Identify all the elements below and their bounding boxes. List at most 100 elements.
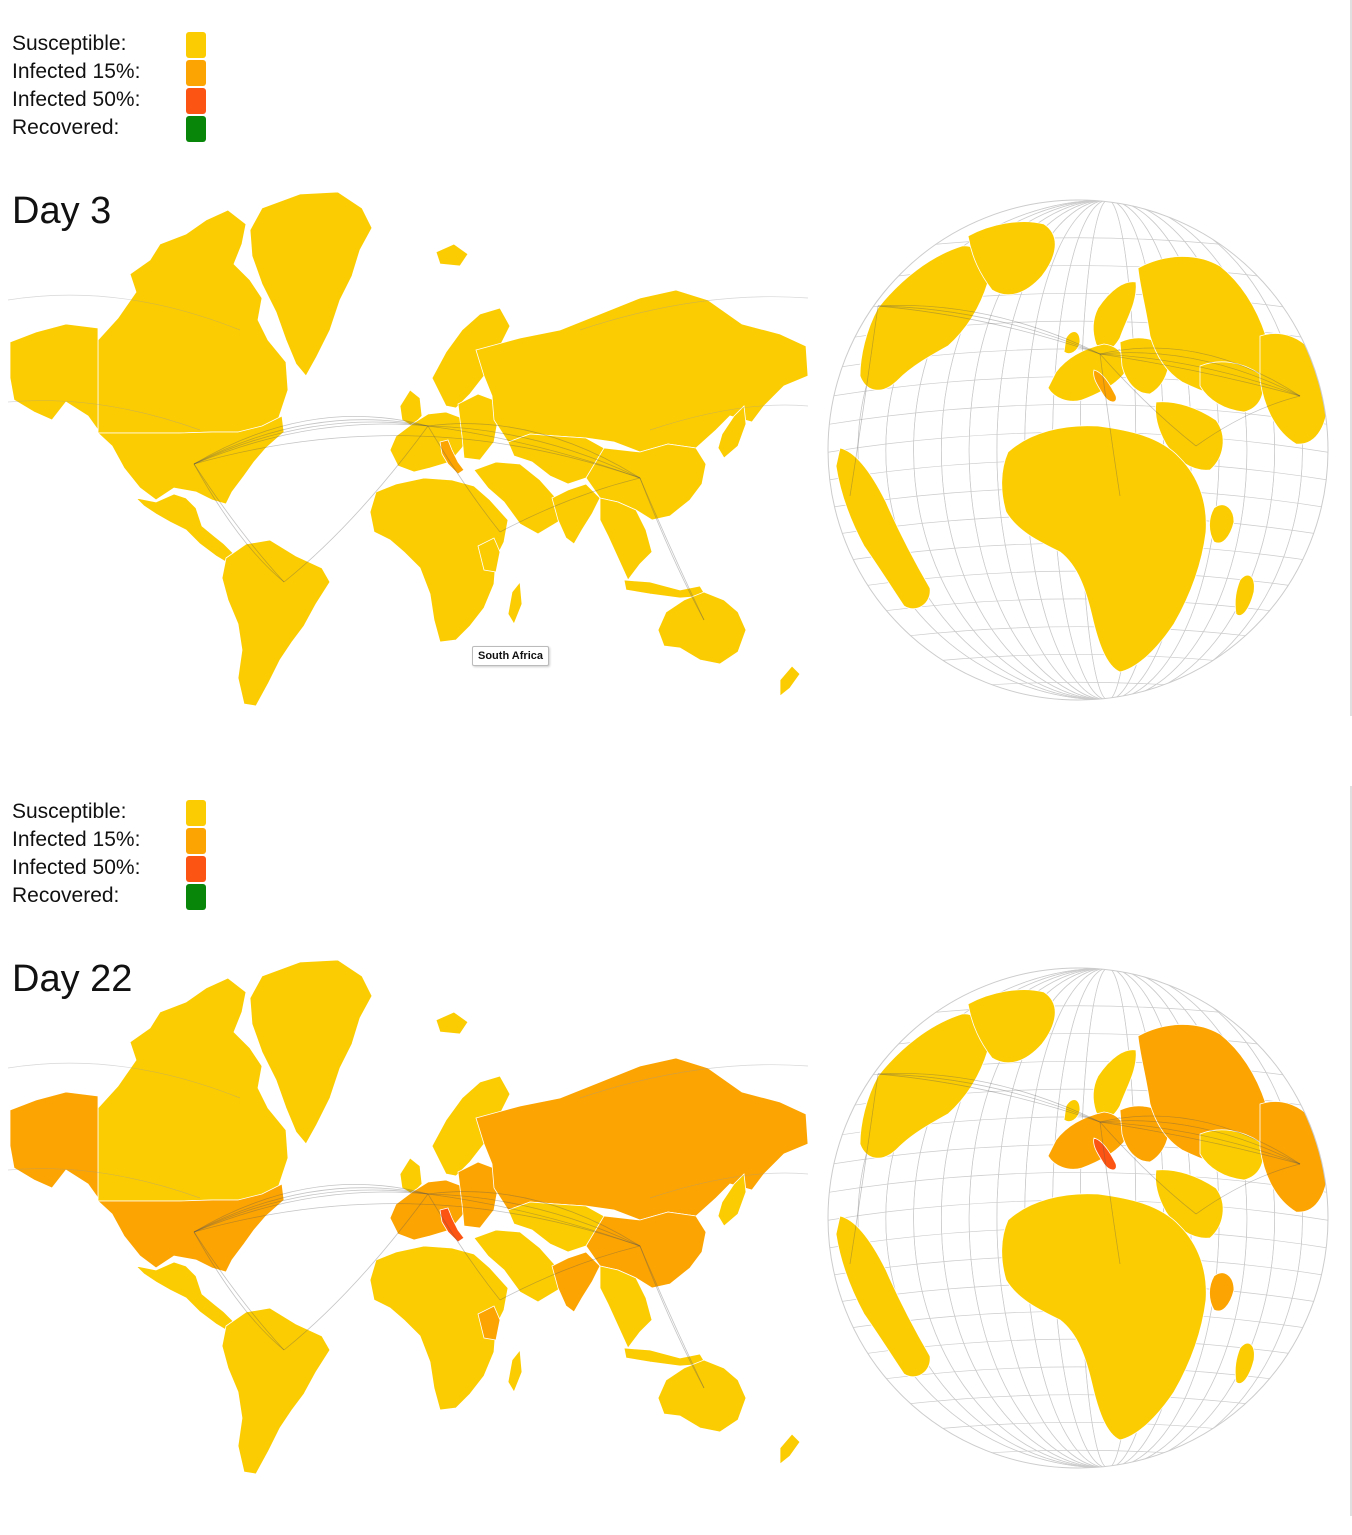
country-north-america[interactable]	[859, 1013, 989, 1159]
country-india[interactable]	[551, 1251, 601, 1313]
country-russia[interactable]	[475, 1057, 809, 1221]
country-north-america[interactable]	[859, 245, 989, 391]
flight-route	[1099, 1121, 1301, 1165]
flight-route	[193, 1189, 429, 1233]
country-scandinavia[interactable]	[431, 307, 511, 409]
flight-route	[193, 1231, 285, 1351]
graticule-line	[828, 1449, 1328, 1468]
flight-route	[193, 415, 429, 465]
country-madagascar[interactable]	[1234, 574, 1255, 616]
flight-route	[1099, 1121, 1301, 1165]
country-kenya[interactable]	[1209, 504, 1235, 544]
country-middle-east[interactable]	[1155, 1169, 1224, 1239]
country-iceland[interactable]	[435, 1011, 469, 1035]
country-usa[interactable]	[96, 415, 285, 505]
country-middle-east[interactable]	[1155, 401, 1224, 471]
flight-route	[193, 1203, 641, 1247]
graticule-line	[828, 1422, 1328, 1443]
day-title: Day 3	[12, 190, 112, 232]
globe[interactable]	[820, 196, 1340, 706]
day-22-panel: Susceptible: Infected 15%: Infected 50%: Re…	[0, 768, 1340, 1535]
country-asia-rim[interactable]	[1259, 333, 1328, 445]
country-italy[interactable]	[1093, 1137, 1117, 1171]
country-new-zealand[interactable]	[779, 1433, 801, 1465]
graticule-line	[940, 968, 1276, 1468]
country-africa[interactable]	[369, 477, 509, 643]
country-southeast-asia[interactable]	[599, 1265, 653, 1349]
country-central-asia[interactable]	[1199, 1129, 1264, 1181]
flight-route	[1099, 353, 1121, 497]
flight-route	[849, 305, 879, 497]
country-australia[interactable]	[657, 1359, 747, 1433]
country-japan[interactable]	[717, 405, 747, 459]
flight-route	[499, 477, 641, 533]
country-central-america[interactable]	[134, 493, 235, 563]
country-japan[interactable]	[717, 1173, 747, 1227]
country-uk[interactable]	[399, 1157, 423, 1195]
country-central-america[interactable]	[134, 1261, 235, 1331]
country-scandinavia[interactable]	[431, 1075, 511, 1177]
world-map[interactable]	[0, 180, 820, 720]
country-africa[interactable]	[369, 1245, 509, 1411]
country-india[interactable]	[551, 483, 601, 545]
country-eastern-europe[interactable]	[457, 1161, 499, 1229]
graticule-line	[828, 681, 1328, 700]
country-kenya[interactable]	[477, 537, 501, 573]
country-indonesia[interactable]	[623, 579, 707, 599]
country-madagascar[interactable]	[1234, 1342, 1255, 1384]
country-italy[interactable]	[1093, 369, 1117, 403]
country-southeast-asia[interactable]	[599, 497, 653, 581]
country-south-america[interactable]	[221, 539, 331, 707]
country-madagascar[interactable]	[507, 580, 523, 625]
flight-route	[427, 1191, 641, 1247]
country-south-america[interactable]	[835, 1215, 931, 1378]
country-greenland[interactable]	[967, 989, 1056, 1064]
country-russia[interactable]	[475, 289, 809, 453]
country-south-america[interactable]	[835, 447, 931, 610]
country-greenland[interactable]	[967, 221, 1056, 296]
country-africa[interactable]	[1001, 425, 1207, 673]
graticule-line	[913, 968, 1303, 1468]
country-greenland[interactable]	[249, 191, 373, 377]
flight-route	[1099, 1115, 1301, 1165]
flight-route	[7, 400, 201, 431]
country-uk[interactable]	[1063, 1099, 1081, 1122]
country-indonesia[interactable]	[623, 1347, 707, 1367]
graticule-line	[828, 1394, 1328, 1416]
country-greenland[interactable]	[249, 959, 373, 1145]
graticule-line	[968, 968, 1248, 1468]
country-africa[interactable]	[1001, 1193, 1207, 1441]
country-central-asia[interactable]	[1199, 361, 1264, 413]
country-kenya[interactable]	[1209, 1272, 1235, 1312]
country-new-zealand[interactable]	[779, 665, 801, 697]
right-edge-divider	[1350, 0, 1352, 716]
country-iceland[interactable]	[435, 243, 469, 267]
country-scandinavia[interactable]	[1092, 281, 1137, 352]
country-italy[interactable]	[439, 1207, 465, 1243]
graticule-line	[828, 1005, 1328, 1027]
country-south-america[interactable]	[221, 1307, 331, 1475]
country-kenya[interactable]	[477, 1305, 501, 1341]
country-australia[interactable]	[657, 591, 747, 665]
country-eastern-europe[interactable]	[457, 393, 499, 461]
country-italy[interactable]	[439, 439, 465, 475]
legend-swatch	[186, 60, 206, 86]
country-alaska[interactable]	[9, 323, 99, 432]
legend-swatch	[186, 828, 206, 854]
graticule-line	[885, 968, 1328, 1468]
flight-route	[427, 423, 641, 479]
flight-route	[1099, 1121, 1121, 1265]
flight-route	[877, 1073, 1101, 1123]
country-asia-rim[interactable]	[1259, 1101, 1328, 1213]
graticule-line	[828, 404, 1328, 425]
country-scandinavia[interactable]	[1092, 1049, 1137, 1120]
country-usa[interactable]	[96, 1183, 285, 1273]
country-uk[interactable]	[399, 389, 423, 427]
globe[interactable]	[820, 964, 1340, 1474]
country-uk[interactable]	[1063, 331, 1081, 354]
legend-label: Infected 50%:	[12, 88, 141, 111]
country-madagascar[interactable]	[507, 1348, 523, 1393]
world-map[interactable]	[0, 948, 820, 1488]
legend-label: Infected 50%:	[12, 856, 141, 879]
country-alaska[interactable]	[9, 1091, 99, 1200]
